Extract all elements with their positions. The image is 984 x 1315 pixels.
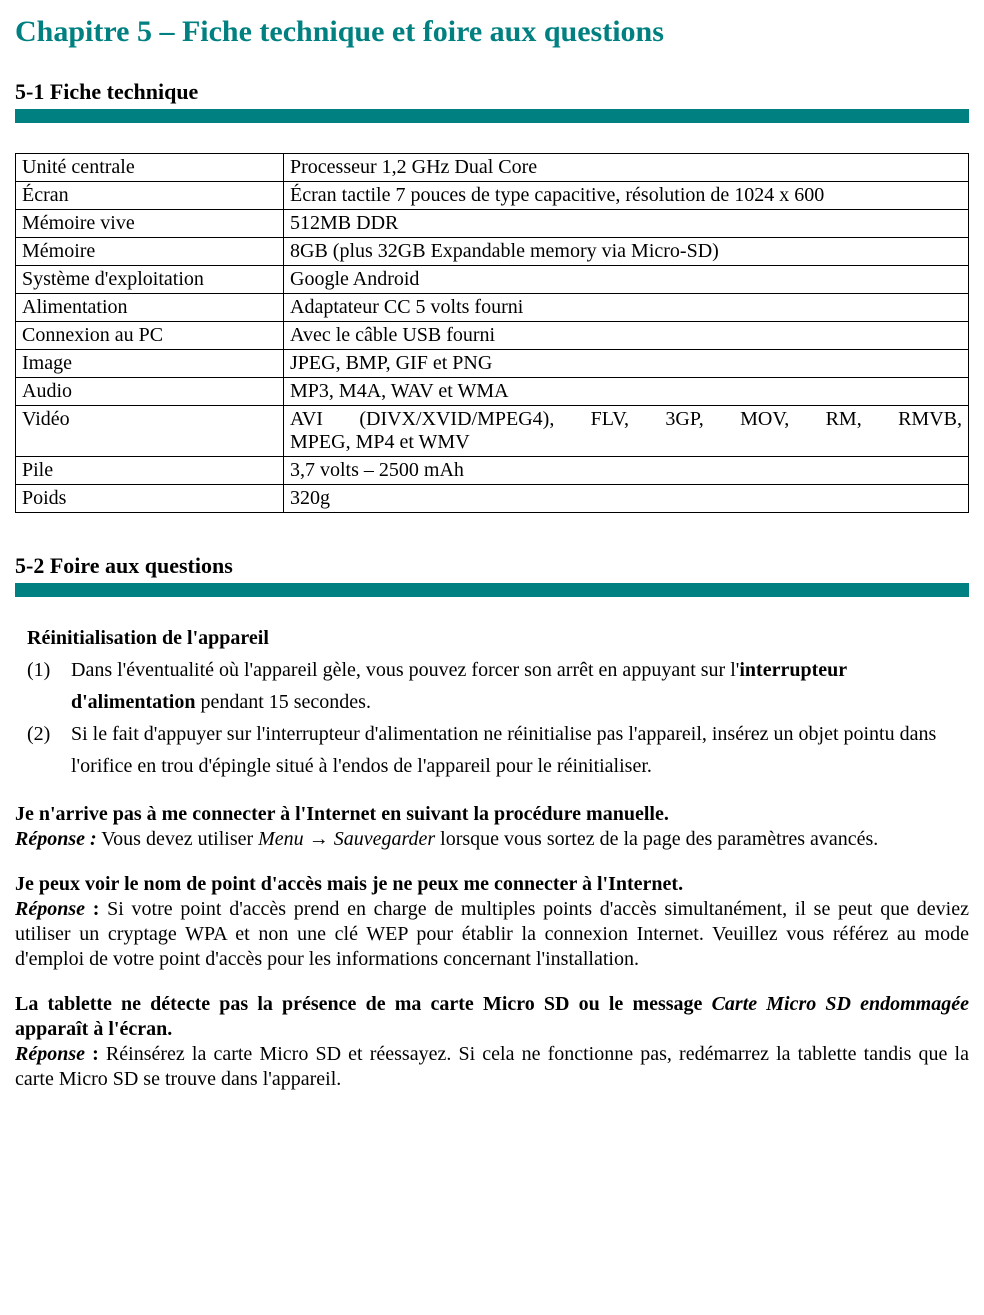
- section-divider: [15, 109, 969, 123]
- table-row: Système d'exploitationGoogle Android: [16, 266, 969, 294]
- spec-label: Écran: [16, 182, 284, 210]
- table-row: ÉcranÉcran tactile 7 pouces de type capa…: [16, 182, 969, 210]
- table-row: Pile3,7 volts – 2500 mAh: [16, 457, 969, 485]
- faq-reset-block: Réinitialisation de l'appareil (1)Dans l…: [15, 627, 969, 782]
- faq-answer-label: Réponse: [15, 898, 85, 920]
- faq-answer-label: Réponse :: [15, 828, 97, 850]
- faq-item: Je peux voir le nom de point d'accès mai…: [15, 872, 969, 972]
- table-row: Connexion au PCAvec le câble USB fourni: [16, 322, 969, 350]
- section-1-title: 5-1 Fiche technique: [15, 79, 969, 105]
- spec-label: Mémoire vive: [16, 210, 284, 238]
- list-item-text: Dans l'éventualité où l'appareil gèle, v…: [71, 654, 969, 718]
- spec-label: Alimentation: [16, 294, 284, 322]
- table-row: Mémoire8GB (plus 32GB Expandable memory …: [16, 238, 969, 266]
- section-divider: [15, 583, 969, 597]
- list-item-text: Si le fait d'appuyer sur l'interrupteur …: [71, 718, 969, 782]
- spec-value: Google Android: [284, 266, 969, 294]
- faq-item: La tablette ne détecte pas la présence d…: [15, 992, 969, 1092]
- table-row: VidéoAVI (DIVX/XVID/MPEG4), FLV, 3GP, MO…: [16, 406, 969, 457]
- spec-value: Adaptateur CC 5 volts fourni: [284, 294, 969, 322]
- spec-value: Avec le câble USB fourni: [284, 322, 969, 350]
- spec-value: 3,7 volts – 2500 mAh: [284, 457, 969, 485]
- spec-value: Écran tactile 7 pouces de type capacitiv…: [284, 182, 969, 210]
- table-row: AudioMP3, M4A, WAV et WMA: [16, 378, 969, 406]
- spec-value: 320g: [284, 485, 969, 513]
- spec-value: MP3, M4A, WAV et WMA: [284, 378, 969, 406]
- faq-reset-heading: Réinitialisation de l'appareil: [27, 627, 969, 650]
- table-row: Mémoire vive512MB DDR: [16, 210, 969, 238]
- table-row: Poids320g: [16, 485, 969, 513]
- list-item-number: (2): [27, 718, 71, 782]
- list-item-number: (1): [27, 654, 71, 718]
- spec-label: Audio: [16, 378, 284, 406]
- faq-question: Je n'arrive pas à me connecter à l'Inter…: [15, 803, 669, 825]
- spec-label: Pile: [16, 457, 284, 485]
- spec-label: Système d'exploitation: [16, 266, 284, 294]
- table-row: Unité centraleProcesseur 1,2 GHz Dual Co…: [16, 154, 969, 182]
- table-row: ImageJPEG, BMP, GIF et PNG: [16, 350, 969, 378]
- spec-label: Mémoire: [16, 238, 284, 266]
- list-item: (1)Dans l'éventualité où l'appareil gèle…: [27, 654, 969, 718]
- spec-value: AVI (DIVX/XVID/MPEG4), FLV, 3GP, MOV, RM…: [284, 406, 969, 457]
- spec-label: Image: [16, 350, 284, 378]
- list-item: (2)Si le fait d'appuyer sur l'interrupte…: [27, 718, 969, 782]
- chapter-title: Chapitre 5 – Fiche technique et foire au…: [15, 15, 969, 49]
- spec-value: 512MB DDR: [284, 210, 969, 238]
- spec-label: Connexion au PC: [16, 322, 284, 350]
- spec-label: Vidéo: [16, 406, 284, 457]
- spec-value: Processeur 1,2 GHz Dual Core: [284, 154, 969, 182]
- faq-reset-list: (1)Dans l'éventualité où l'appareil gèle…: [27, 654, 969, 782]
- spec-table: Unité centraleProcesseur 1,2 GHz Dual Co…: [15, 153, 969, 513]
- faq-item: Je n'arrive pas à me connecter à l'Inter…: [15, 802, 969, 852]
- spec-value: 8GB (plus 32GB Expandable memory via Mic…: [284, 238, 969, 266]
- spec-label: Poids: [16, 485, 284, 513]
- faq-answer-label: Réponse: [15, 1043, 85, 1065]
- spec-value: JPEG, BMP, GIF et PNG: [284, 350, 969, 378]
- faq-question: Je peux voir le nom de point d'accès mai…: [15, 873, 683, 895]
- table-row: AlimentationAdaptateur CC 5 volts fourni: [16, 294, 969, 322]
- spec-label: Unité centrale: [16, 154, 284, 182]
- section-2-title: 5-2 Foire aux questions: [15, 553, 969, 579]
- faq-question: La tablette ne détecte pas la présence d…: [15, 993, 969, 1040]
